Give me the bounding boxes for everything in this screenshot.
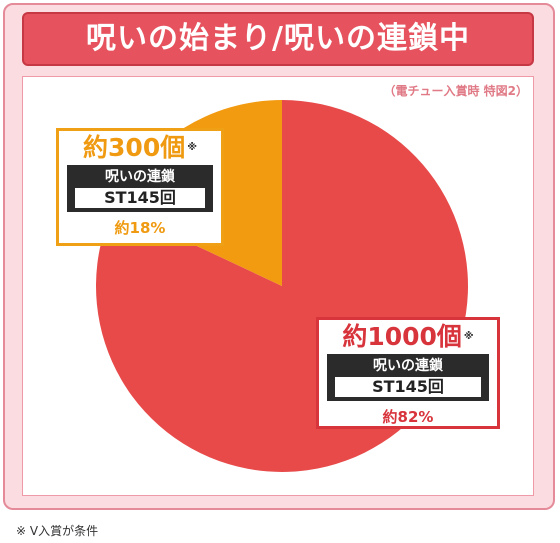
series-box-300: 呪いの連鎖 ST145回 xyxy=(67,165,213,212)
payout-label-1000: 約1000個 ※ xyxy=(342,322,474,351)
callout-1000: 約1000個 ※ 呪いの連鎖 ST145回 約82% xyxy=(316,317,500,429)
footnote: ※ V入賞が条件 xyxy=(16,524,99,538)
condition-note: （電チュー入賞時 特図2） xyxy=(383,84,528,98)
series-box-1000: 呪いの連鎖 ST145回 xyxy=(327,354,489,401)
series-label-1000: 呪いの連鎖 xyxy=(373,358,443,374)
chart-title: 呪いの始まり/呪いの連鎖中 xyxy=(22,12,534,66)
series-label-300: 呪いの連鎖 xyxy=(105,169,175,185)
percent-label-1000: 約82% xyxy=(382,408,434,426)
st-label-1000: ST145回 xyxy=(335,377,481,397)
callout-300: 約300個 ※ 呪いの連鎖 ST145回 約18% xyxy=(56,128,224,246)
percent-label-300: 約18% xyxy=(114,219,166,237)
payout-label-300: 約300個 ※ xyxy=(83,133,197,162)
st-label-300: ST145回 xyxy=(75,188,205,208)
